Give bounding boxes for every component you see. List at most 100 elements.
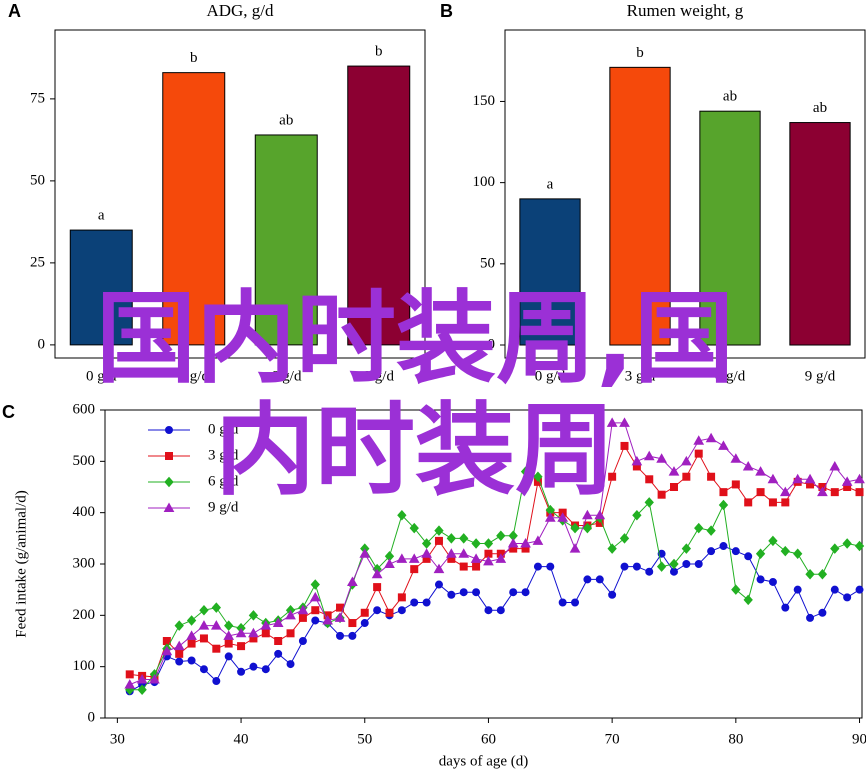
marker: [780, 545, 790, 557]
marker: [472, 562, 481, 571]
marker: [730, 453, 742, 463]
marker: [422, 598, 431, 607]
bar: [699, 110, 761, 346]
marker: [632, 562, 641, 571]
y-axis-label: Feed intake (g/animal/d): [13, 490, 29, 637]
marker: [669, 483, 678, 491]
marker: [631, 455, 643, 466]
marker: [779, 486, 791, 497]
marker: [408, 553, 420, 563]
marker: [285, 609, 296, 620]
marker: [768, 498, 777, 507]
x-tick-label: 50: [357, 731, 372, 747]
marker: [645, 475, 654, 484]
marker: [136, 673, 148, 684]
marker: [793, 548, 803, 559]
chart-title: ADG, g/d: [206, 1, 274, 20]
marker: [311, 616, 320, 625]
y-tick-label: 200: [73, 607, 96, 623]
marker: [310, 579, 320, 590]
marker: [843, 593, 852, 602]
marker: [681, 455, 692, 466]
marker: [731, 480, 740, 489]
marker: [731, 584, 741, 595]
bar: [347, 65, 411, 346]
marker: [396, 553, 408, 563]
marker: [199, 665, 208, 674]
marker: [165, 426, 173, 434]
marker: [470, 553, 482, 563]
marker: [410, 598, 419, 607]
marker: [793, 585, 802, 594]
marker: [656, 561, 667, 572]
marker: [459, 588, 468, 597]
marker: [582, 522, 593, 534]
marker: [347, 576, 358, 586]
marker: [643, 450, 655, 461]
marker: [471, 538, 481, 549]
marker: [583, 575, 592, 584]
marker: [199, 604, 209, 616]
marker: [805, 569, 815, 580]
marker: [595, 575, 604, 584]
marker: [445, 548, 457, 558]
marker: [520, 466, 531, 477]
marker: [483, 555, 494, 566]
x-tick-label: 6 g/d: [271, 368, 302, 384]
marker: [174, 620, 184, 631]
marker: [446, 533, 457, 544]
marker: [124, 679, 136, 689]
marker: [532, 535, 544, 545]
marker: [582, 509, 593, 520]
marker: [163, 502, 175, 512]
marker: [459, 533, 469, 544]
marker: [187, 639, 196, 648]
y-tick-label: 100: [473, 174, 496, 190]
marker: [186, 630, 197, 640]
marker: [520, 537, 531, 548]
significance-letter: b: [375, 44, 383, 60]
marker: [682, 472, 691, 481]
x-tick-label: 3 g/d: [625, 368, 656, 384]
marker: [521, 588, 530, 597]
marker: [608, 472, 617, 481]
marker: [311, 606, 320, 615]
marker: [261, 629, 270, 638]
marker: [261, 665, 270, 674]
marker: [756, 575, 765, 584]
marker: [619, 533, 630, 544]
legend-label: 3 g/d: [208, 447, 239, 463]
marker: [571, 598, 580, 607]
marker: [371, 568, 383, 579]
panel-label: A: [8, 1, 21, 21]
marker: [224, 620, 234, 631]
y-tick-label: 50: [480, 255, 495, 271]
marker: [260, 620, 272, 630]
marker: [459, 562, 468, 571]
marker: [161, 645, 173, 656]
marker: [434, 536, 443, 545]
significance-letter: ab: [723, 89, 737, 105]
marker: [433, 563, 445, 574]
marker: [397, 606, 406, 615]
marker: [483, 538, 494, 549]
significance-letter: ab: [813, 100, 827, 116]
marker: [224, 652, 233, 661]
marker: [842, 538, 852, 549]
marker: [165, 452, 173, 460]
significance-letter: a: [547, 176, 554, 192]
marker: [397, 509, 407, 521]
marker: [694, 560, 703, 568]
marker: [496, 606, 505, 615]
marker: [434, 580, 443, 589]
marker: [707, 547, 716, 556]
marker: [706, 525, 716, 536]
marker: [693, 435, 705, 445]
marker: [681, 543, 692, 554]
marker: [546, 562, 555, 571]
bar: [69, 229, 133, 346]
marker: [645, 567, 654, 576]
x-tick-label: 70: [605, 731, 620, 747]
marker: [223, 630, 235, 640]
